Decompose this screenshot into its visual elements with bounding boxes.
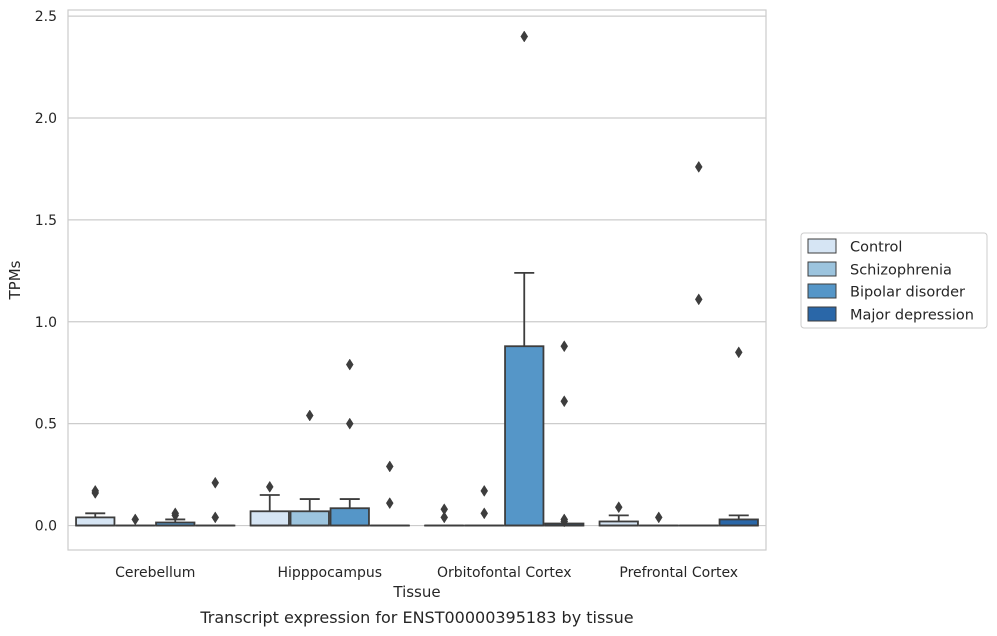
y-tick-labels: 0.0 0.5 1.0 1.5 2.0 2.5 [35,9,57,534]
legend-item-control: Control [807,238,902,256]
outlier-point [305,409,314,422]
x-axis-label: Tissue [392,583,440,601]
y-tick-label: 1.5 [35,213,57,229]
outlier-point [211,476,220,489]
legend-swatch-control [807,238,837,254]
outlier-point [91,484,100,497]
box-schizophrenia-hipppocampus [289,409,330,527]
outlier-point [131,513,140,526]
outlier-point [211,511,220,524]
x-tick-label-cerebellum: Cerebellum [115,565,195,581]
box-body [504,345,545,527]
x-tick-label-hipppocampus: Hipppocampus [277,565,382,581]
y-tick-label: 0.0 [35,519,57,535]
y-axis-label: TPMs [6,260,24,300]
outlier-point [560,395,569,408]
y-tick-label: 2.5 [35,9,57,25]
legend-swatch-major-depression [807,306,837,322]
box-body [329,507,370,527]
legend-frame [800,232,988,329]
box-body [289,510,330,527]
box-control-cerebellum [75,484,116,527]
box-schizophrenia-orbitofontal-cortex [464,484,505,527]
box-bipolar-disorder-orbitofontal-cortex [504,30,545,527]
box-schizophrenia-cerebellum [115,513,156,527]
box-major-depression-hipppocampus [369,460,410,527]
box-marks [75,30,759,528]
y-tick-label: 0.5 [35,417,57,433]
legend-label-control: Control [850,240,902,256]
legend-swatch-bipolar-disorder [807,283,837,299]
outlier-point [694,293,703,306]
box-schizophrenia-prefrontal-cortex [638,511,679,527]
box-major-depression-orbitofontal-cortex [544,340,585,528]
outlier-point [265,480,274,493]
outlier-point [520,30,529,43]
chart-caption: Transcript expression for ENST0000039518… [199,608,633,627]
y-tick-label: 2.0 [35,111,57,127]
outlier-point [385,497,394,510]
box-major-depression-prefrontal-cortex [718,346,759,527]
box-control-prefrontal-cortex [598,501,639,527]
x-tick-labels: Cerebellum Hipppocampus Orbitofontal Corte… [115,565,738,581]
outlier-point [480,507,489,520]
legend-item-major-depression: Major depression [807,306,974,324]
x-tick-label-orbitofontal-cortex: Orbitofontal Cortex [437,565,572,581]
box-control-hipppocampus [249,480,290,527]
x-tick-label-prefrontal-cortex: Prefrontal Cortex [619,565,738,581]
outlier-point [654,511,663,524]
box-control-orbitofontal-cortex [424,503,465,527]
legend-label-bipolar-disorder: Bipolar disorder [850,285,965,301]
box-bipolar-disorder-hipppocampus [329,358,370,527]
legend-item-bipolar-disorder: Bipolar disorder [807,283,965,301]
box-bipolar-disorder-prefrontal-cortex [678,160,719,527]
outlier-point [440,503,449,516]
box-body [249,510,290,527]
outlier-point [345,417,354,430]
outlier-point [694,160,703,173]
outlier-point [171,507,180,520]
y-tick-label: 1.0 [35,315,57,331]
legend-swatch-schizophrenia [807,261,837,277]
outlier-point [560,340,569,353]
legend-label-schizophrenia: Schizophrenia [850,263,952,279]
grid-lines [68,15,766,527]
box-major-depression-cerebellum [195,476,236,527]
plot-frame [67,9,767,551]
outlier-point [614,501,623,514]
outlier-point [385,460,394,473]
outlier-point [440,511,449,524]
outlier-point [734,346,743,359]
legend-label-major-depression: Major depression [850,308,974,324]
legend: Control Schizophrenia Bipolar disorder M… [800,232,988,329]
box-bipolar-disorder-cerebellum [155,507,196,527]
outlier-point [560,513,569,526]
legend-item-schizophrenia: Schizophrenia [807,261,952,279]
outlier-point [345,358,354,371]
outlier-point [480,484,489,497]
box-body [718,518,759,527]
box-body [75,516,116,527]
